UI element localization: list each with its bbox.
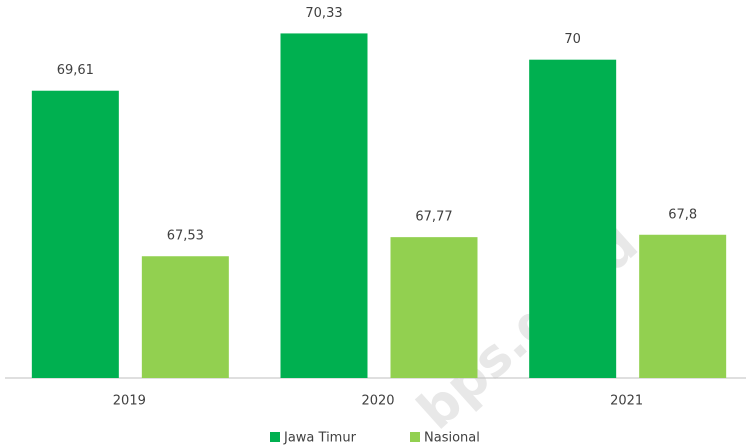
- x-tick-label: 2020: [361, 394, 394, 409]
- bar: [390, 237, 478, 378]
- data-label: 70: [564, 32, 581, 47]
- data-label: 70,33: [305, 6, 342, 21]
- legend-label: Nasional: [424, 431, 480, 446]
- data-label: 67,53: [167, 229, 204, 244]
- bar: [31, 90, 119, 378]
- bar: [280, 33, 368, 378]
- legend-swatch: [270, 432, 280, 442]
- x-tick-label: 2019: [113, 394, 146, 409]
- legend-swatch: [410, 432, 420, 442]
- bar: [529, 59, 617, 379]
- x-tick-label: 2021: [610, 394, 643, 409]
- data-label: 69,61: [57, 63, 94, 78]
- data-label: 67,8: [668, 207, 697, 222]
- data-label: 67,77: [415, 210, 452, 225]
- bar: [639, 234, 727, 378]
- legend-label: Jawa Timur: [283, 431, 357, 446]
- bar: [141, 256, 229, 378]
